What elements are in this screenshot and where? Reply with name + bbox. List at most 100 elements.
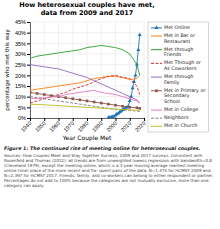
legend-label-line: Met in Bar or (164, 33, 195, 38)
legend-label-line: Met in College (164, 107, 198, 112)
x-grid-line (58, 22, 59, 118)
series-marker (30, 91, 31, 94)
series-marker (136, 47, 140, 50)
series-marker (107, 103, 110, 106)
chart: 1940195019601970198019902000201020200%5%… (0, 0, 220, 229)
legend-label-line: Met Through or (164, 60, 201, 65)
y-tick-mark (27, 107, 30, 108)
x-tick: 2020 (134, 118, 147, 133)
y-tick-label: 5% (18, 105, 26, 111)
x-tick-mark (44, 118, 45, 121)
legend-swatch (151, 118, 162, 119)
caption: Figure 1: The continued rise of meeting … (4, 146, 201, 152)
plot-marks (30, 32, 142, 118)
x-tick: 1950 (34, 118, 47, 133)
caption-body-line: category can apply. (4, 183, 44, 188)
y-tick-label: 40% (15, 30, 26, 36)
series-marker (138, 32, 142, 35)
y-tick: 45% (15, 19, 30, 25)
y-tick-label: 35% (15, 41, 26, 47)
legend-label: Met in College (164, 107, 198, 112)
x-tick-label: 1980 (77, 120, 90, 133)
legend-label-line: Secondary (164, 93, 190, 98)
series-line (30, 45, 140, 75)
y-tick: 0% (18, 115, 30, 121)
y-tick: 5% (18, 105, 30, 111)
y-grid-line (30, 32, 144, 33)
x-tick-mark (73, 118, 74, 121)
series-marker (86, 100, 89, 103)
x-tick-label: 2010 (119, 120, 132, 133)
legend-label-line: Restaurant (164, 39, 190, 44)
x-grid-line (72, 22, 73, 118)
y-tick-label: 25% (15, 62, 26, 68)
y-axis: 0% 5% 10% 15% 20% 25% 30% 35% 40% 45% (15, 19, 31, 121)
series-marker (79, 99, 82, 102)
series-line (30, 65, 140, 103)
y-grid-line (30, 96, 144, 97)
legend-label-line: Met through (164, 74, 193, 79)
x-grid-line (115, 22, 116, 118)
series-line (30, 104, 140, 111)
y-tick-label: 0% (18, 115, 26, 121)
x-tick: 2000 (105, 118, 118, 133)
x-tick-mark (144, 118, 145, 121)
x-axis-label: Year Couple Met (62, 134, 112, 142)
y-tick-label: 20% (15, 73, 26, 79)
legend-label-line: Met through (164, 47, 193, 52)
series-marker (43, 93, 46, 96)
y-tick-label: 10% (15, 94, 26, 100)
series-marker (36, 92, 39, 95)
y-tick: 15% (15, 83, 30, 89)
y-tick: 30% (15, 51, 30, 57)
y-grid-line (30, 43, 144, 44)
y-tick-mark (27, 65, 30, 66)
legend-label-line: Met in Church (164, 123, 197, 128)
series-marker (100, 102, 103, 105)
x-tick-label: 1970 (62, 120, 75, 133)
legend-swatch (151, 77, 162, 78)
legend-label: Met Through orAs Coworkers (164, 60, 201, 71)
series-marker (128, 106, 131, 109)
title: How heterosexual couples have met,data f… (19, 1, 154, 17)
x-tick: 1960 (48, 118, 61, 133)
x-grid-line (44, 22, 45, 118)
series-marker (133, 73, 137, 76)
y-tick-label: 30% (15, 51, 26, 57)
series-line (30, 97, 140, 112)
x-tick-mark (101, 118, 102, 121)
legend-label-line: Met Online (164, 25, 190, 30)
legend-marker (154, 26, 158, 29)
x-tick-mark (116, 118, 117, 121)
series-marker (131, 86, 135, 89)
legend-swatch (151, 126, 162, 127)
legend-label: Met Online (164, 25, 190, 30)
legend-swatch (151, 110, 162, 111)
y-tick-mark (27, 118, 30, 119)
y-tick: 35% (15, 41, 30, 47)
x-tick: 1990 (91, 118, 104, 133)
series-marker (71, 97, 74, 100)
y-tick-mark (27, 43, 30, 44)
legend-label-line: School (164, 99, 180, 104)
y-tick: 10% (15, 94, 30, 100)
legend-label-line: Met in Primary or (164, 88, 205, 93)
legend-label-line: Family (164, 80, 180, 85)
legend-swatch (151, 35, 162, 36)
y-tick: 40% (15, 30, 30, 36)
series-marker (93, 101, 96, 104)
y-tick-mark (27, 33, 30, 34)
y-tick-mark (27, 97, 30, 98)
y-axis-label: percentage who met this way (4, 28, 11, 110)
legend-swatch (151, 90, 162, 91)
y-grid-line (30, 86, 144, 87)
x-tick-label: 1990 (91, 120, 104, 133)
x-grid-line (87, 22, 88, 118)
series-marker (121, 105, 124, 108)
legend-label: Met throughFamily (164, 74, 193, 85)
y-tick-mark (27, 54, 30, 55)
legend-label-line: Friends (164, 52, 182, 57)
series-marker (64, 96, 67, 99)
legend-label: Met throughFriends (164, 47, 193, 58)
legend-swatch (151, 63, 162, 64)
